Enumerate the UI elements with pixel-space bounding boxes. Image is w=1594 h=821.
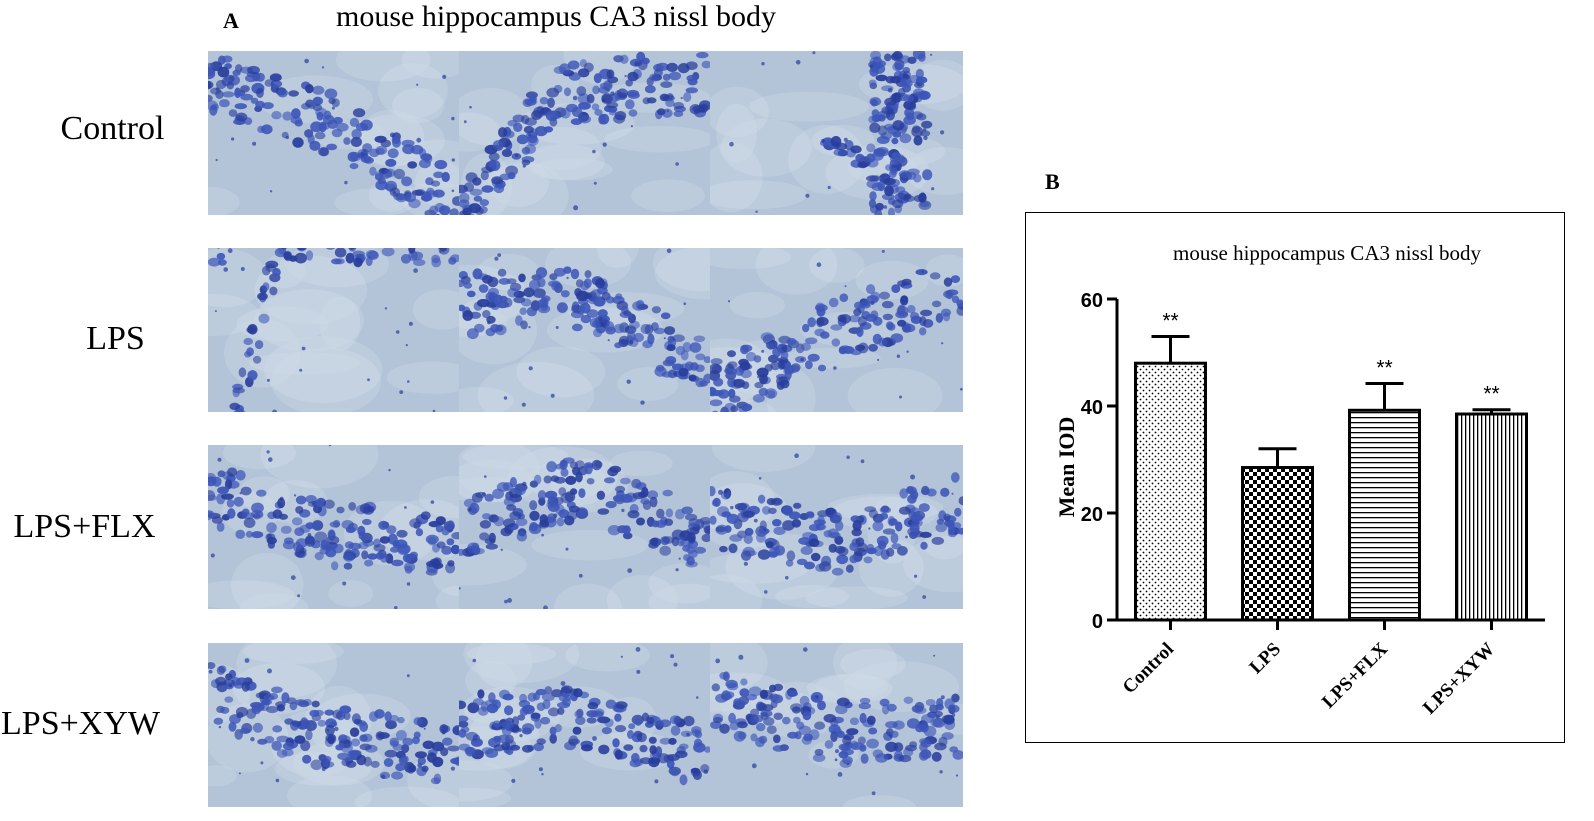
bar-lps: [1241, 466, 1314, 622]
significance-label: **: [1376, 357, 1392, 380]
y-axis-label: Mean IOD: [1054, 417, 1079, 518]
chart-title: mouse hippocampus CA3 nissl body: [1173, 241, 1481, 265]
micrograph-image: [459, 248, 710, 412]
chart-frame: [1025, 212, 1565, 743]
micrograph-image: [459, 643, 710, 807]
micrograph-image: [710, 248, 963, 412]
micrograph-image: [459, 51, 710, 215]
x-tick-label: Control: [1119, 639, 1178, 698]
x-tick-label: LPS: [1246, 639, 1285, 678]
micrograph-image: [208, 51, 459, 215]
micrograph-image: [208, 445, 459, 609]
y-tick-label: 20: [1081, 504, 1103, 526]
panel-b-letter: B: [1045, 169, 1060, 194]
bar-lps-flx: [1348, 408, 1421, 622]
x-tick-label: LPS+XYW: [1419, 639, 1499, 719]
row-label-lps-xyw: LPS+XYW: [1, 705, 160, 742]
micrograph-image: [710, 445, 963, 609]
micrograph-image: [459, 445, 710, 609]
significance-label: **: [1162, 309, 1178, 332]
panel-a-letter: A: [223, 8, 239, 33]
bar-lps-xyw: [1455, 412, 1528, 622]
significance-label: **: [1483, 383, 1499, 406]
micrograph-image: [208, 248, 459, 412]
x-tick-label: LPS+FLX: [1318, 638, 1392, 712]
bar-control: [1134, 361, 1207, 622]
micrograph-image: [710, 51, 963, 215]
y-tick-label: 0: [1092, 611, 1103, 633]
row-label-control: Control: [60, 110, 165, 147]
panel-a-title: mouse hippocampus CA3 nissl body: [336, 0, 776, 33]
y-tick-label: 40: [1081, 397, 1103, 419]
row-label-lps-flx: LPS+FLX: [13, 508, 156, 545]
y-tick-label: 60: [1081, 290, 1103, 312]
row-label-lps: LPS: [86, 320, 145, 357]
micrograph-image: [710, 643, 963, 807]
micrograph-image: [208, 643, 459, 807]
bar-chart: mouse hippocampus CA3 nissl body Mean IO…: [1054, 241, 1545, 719]
